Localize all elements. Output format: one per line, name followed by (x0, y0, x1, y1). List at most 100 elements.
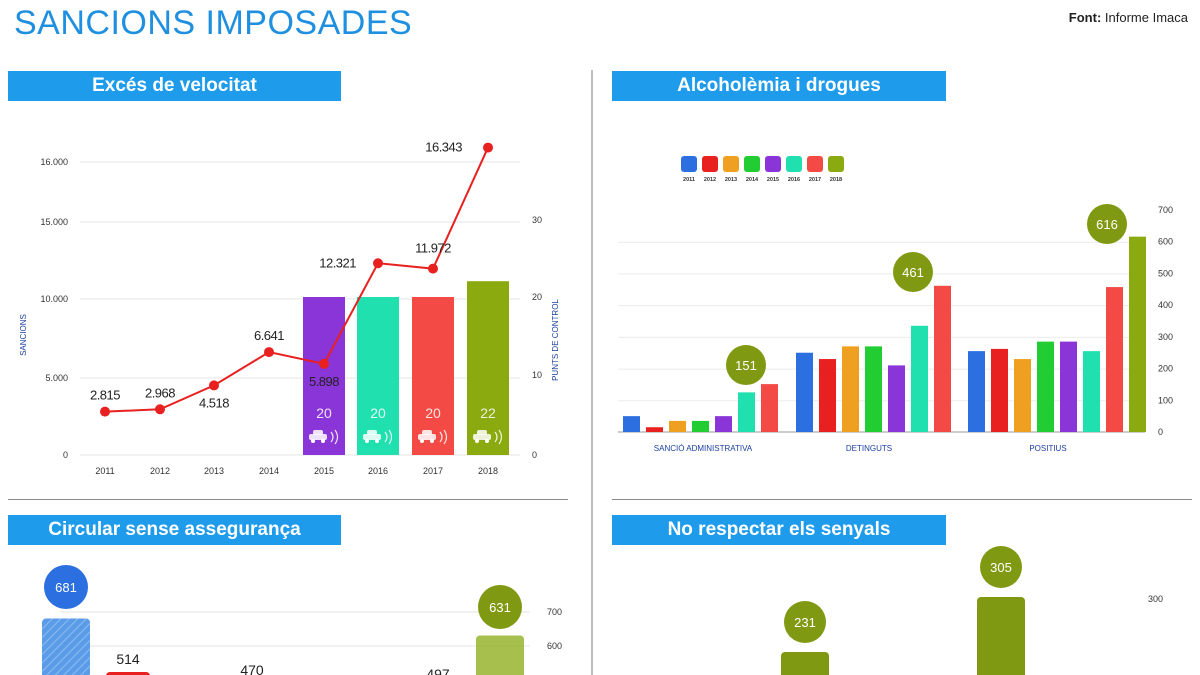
speed-sanctions-point (209, 380, 219, 391)
alcohol-x-tick-label: DETINGUTS (846, 444, 892, 453)
speed-control-bar (467, 281, 509, 455)
insurance-y-tick-label: 600 (547, 641, 562, 651)
speed-sanctions-point (155, 404, 165, 415)
speed-y-tick-label: 16.000 (40, 157, 68, 167)
alcohol-bar (991, 348, 1008, 432)
legend-label: 2011 (683, 177, 695, 183)
alcohol-y-tick-label: 0 (1158, 427, 1163, 437)
alcohol-bar (842, 346, 859, 432)
alcohol-x-tick-label: POSITIUS (1029, 444, 1066, 453)
source-label: Font: (1068, 10, 1102, 25)
right-horizontal-divider (612, 499, 1192, 500)
radar-waves-icon (439, 429, 448, 445)
speed-sanctions-line (104, 147, 489, 413)
alcohol-callout-label: 151 (735, 358, 757, 373)
speed-y2-axis-title: PUNTS DE CONTROL (551, 299, 560, 381)
alcohol-y-tick-label: 100 (1158, 395, 1173, 405)
vertical-divider (591, 70, 593, 675)
car-wheel-icon (430, 439, 434, 443)
insurance-data-label: 514 (116, 651, 140, 667)
speed-x-tick-label: 2012 (150, 466, 170, 476)
insurance-callout-badge (478, 585, 522, 629)
alcohol-bar (911, 325, 928, 432)
insurance-bar (106, 672, 150, 675)
source-value: Informe Imaca (1104, 10, 1188, 25)
alcohol-bar (968, 351, 985, 432)
alcohol-bar (1060, 341, 1077, 432)
car-body-icon (309, 434, 327, 440)
signals-bar (781, 652, 829, 675)
legend-label: 2016 (788, 177, 800, 183)
speed-y2-tick-label: 0 (532, 450, 537, 460)
alcohol-x-tick-label: SANCIÓ ADMINISTRATIVA (654, 444, 753, 453)
alcohol-callout-label: 461 (902, 265, 924, 280)
alcohol-bar (1037, 341, 1054, 432)
legend-label: 2012 (704, 177, 716, 183)
legend-label: 2015 (767, 177, 779, 183)
speed-x-tick-label: 2017 (423, 466, 443, 476)
legend-swatch (807, 156, 823, 172)
car-roof-icon (422, 430, 432, 435)
alcohol-y-tick-label: 700 (1158, 205, 1173, 215)
car-roof-icon (367, 430, 377, 435)
speed-panel-header: Excés de velocitat (8, 71, 341, 101)
alcohol-bar (646, 427, 663, 432)
insurance-data-label: 497 (426, 666, 450, 675)
radar-waves-icon (494, 429, 503, 445)
signals-callout-badge (980, 546, 1022, 588)
car-wheel-icon (321, 439, 325, 443)
speed-sanctions-data-label: 12.321 (319, 255, 356, 270)
signals-y-tick-label: 300 (1148, 594, 1163, 604)
speed-sanctions-data-label: 16.343 (425, 140, 462, 155)
legend-label: 2014 (746, 177, 759, 183)
alcohol-bar (1083, 351, 1100, 432)
legend-swatch (681, 156, 697, 172)
speed-sanctions-point (483, 142, 493, 153)
alcohol-bar (669, 420, 686, 432)
car-radar-icon (363, 429, 393, 445)
speed-sanctions-point (100, 406, 110, 417)
legend-label: 2013 (725, 177, 737, 183)
alcohol-y-tick-label: 400 (1158, 300, 1173, 310)
speed-sanctions-point (319, 358, 329, 369)
left-horizontal-divider (8, 499, 568, 500)
speed-sanctions-point (264, 347, 274, 358)
alcohol-bar (738, 392, 755, 432)
speed-y2-tick-label: 10 (532, 370, 542, 380)
insurance-data-label: 470 (240, 662, 264, 675)
alcohol-bar (796, 352, 813, 432)
speed-control-bar (412, 297, 454, 455)
car-wheel-icon (475, 439, 479, 443)
car-wheel-icon (485, 439, 489, 443)
speed-sanctions-data-label: 6.641 (254, 328, 284, 343)
speed-control-bar-label: 20 (425, 405, 441, 421)
speed-y-axis-title: SANCIONS (19, 314, 28, 356)
car-wheel-icon (375, 439, 379, 443)
speed-x-tick-label: 2011 (95, 466, 114, 476)
speed-control-bar (303, 297, 345, 455)
speed-x-tick-label: 2016 (368, 466, 388, 476)
speed-y-tick-label: 10.000 (40, 294, 68, 304)
speed-control-bar-label: 20 (370, 405, 386, 421)
alcohol-bar (934, 285, 951, 432)
page-title: SANCIONS IMPOSADES (14, 4, 413, 42)
car-roof-icon (313, 430, 323, 435)
signals-callout-label: 231 (794, 615, 816, 630)
speed-sanctions-point (373, 258, 383, 269)
alcohol-bar (1106, 287, 1123, 432)
car-wheel-icon (365, 439, 369, 443)
alcohol-callout-badge (1087, 204, 1127, 244)
car-body-icon (473, 434, 491, 440)
speed-y-tick-label: 0 (63, 450, 68, 460)
legend-label: 2018 (830, 177, 842, 183)
signals-panel-header: No respectar els senyals (612, 515, 946, 545)
speed-sanctions-data-label: 2.968 (145, 385, 175, 400)
alcohol-bar (865, 346, 882, 432)
legend-swatch (786, 156, 802, 172)
alcohol-panel-header: Alcoholèmia i drogues (612, 71, 946, 101)
speed-y-tick-label: 15.000 (40, 217, 68, 227)
speed-sanctions-data-label: 4.518 (199, 395, 229, 410)
alcohol-bar (623, 416, 640, 432)
insurance-panel-header: Circular sense assegurança (8, 515, 341, 545)
signals-bar (977, 597, 1025, 675)
